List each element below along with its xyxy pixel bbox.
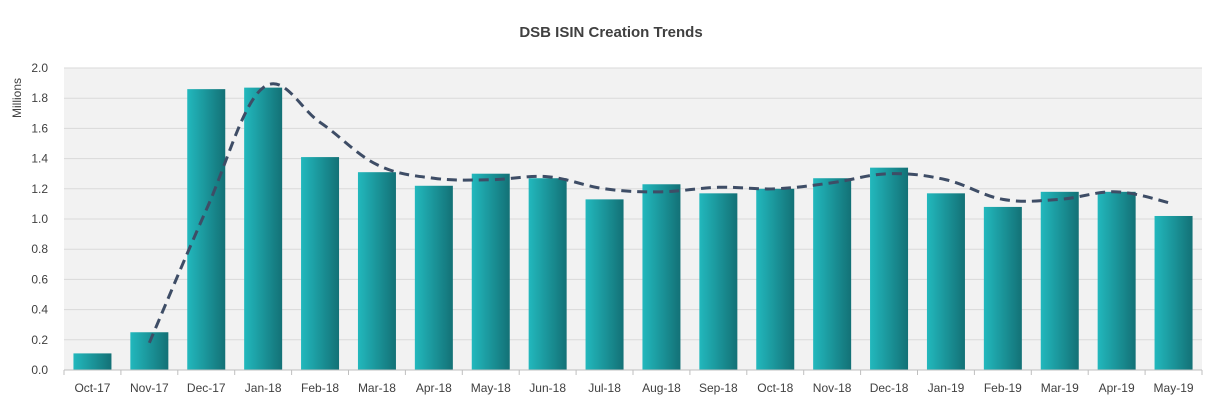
y-tick-label: 0.6 — [31, 272, 48, 286]
x-tick-label: Oct-17 — [74, 381, 110, 395]
y-tick-label: 0.4 — [31, 303, 48, 317]
bar-jan-18 — [244, 87, 283, 370]
x-axis-ticks: Oct-17 Nov-17 Dec-17 Jan-18 Feb-18 Mar-18 Apr-… — [63, 370, 1203, 395]
y-tick-label: 1.4 — [31, 152, 48, 166]
y-tick-label: 0.2 — [31, 333, 48, 347]
y-tick-label: 1.2 — [31, 182, 48, 196]
y-tick-label: 0.8 — [31, 242, 48, 256]
x-tick-label: May-18 — [471, 381, 511, 395]
trend-line — [147, 82, 1174, 344]
x-tick-label: May-19 — [1154, 381, 1194, 395]
x-tick-label: Sep-18 — [699, 381, 738, 395]
bar-oct-18 — [756, 188, 795, 370]
x-tick-label: Apr-19 — [1099, 381, 1135, 395]
chart-title: DSB ISIN Creation Trends — [519, 24, 703, 41]
x-tick-label: Aug-18 — [642, 381, 681, 395]
bar-mar-18 — [357, 172, 396, 370]
x-tick-label: Nov-17 — [130, 381, 169, 395]
x-tick-label: Nov-18 — [813, 381, 852, 395]
bar-oct-17 — [73, 353, 112, 370]
x-tick-label: Jan-19 — [928, 381, 965, 395]
bar-nov-18 — [813, 178, 852, 370]
bar-may-19 — [1154, 215, 1193, 370]
bar-jul-18 — [585, 199, 624, 370]
bar-nov-17 — [130, 332, 169, 370]
y-tick-label: 1.8 — [31, 91, 48, 105]
bar-sep-18 — [699, 193, 738, 370]
x-tick-label: Feb-18 — [301, 381, 339, 395]
y-tick-label: 1.0 — [31, 212, 48, 226]
bar-jun-18 — [528, 178, 567, 370]
bar-aug-18 — [642, 184, 681, 370]
x-tick-label: Mar-19 — [1041, 381, 1079, 395]
x-tick-label: Mar-18 — [358, 381, 396, 395]
bar-apr-19 — [1097, 191, 1136, 370]
bar-series — [73, 87, 1193, 370]
x-tick-label: Dec-18 — [870, 381, 909, 395]
bar-feb-19 — [983, 206, 1022, 370]
bar-dec-17 — [187, 89, 226, 370]
x-tick-label: Oct-18 — [757, 381, 793, 395]
y-tick-label: 2.0 — [31, 61, 48, 75]
x-tick-label: Dec-17 — [187, 381, 226, 395]
y-axis-ticks: 0.0 0.2 0.4 0.6 0.8 1.0 1.2 1.4 1.6 1.8 2.0 — [31, 61, 48, 377]
x-tick-label: Jul-18 — [588, 381, 621, 395]
bar-may-18 — [471, 173, 510, 370]
bar-apr-18 — [414, 185, 453, 370]
y-tick-label: 1.6 — [31, 121, 48, 135]
bar-dec-18 — [870, 167, 909, 370]
x-tick-label: Feb-19 — [984, 381, 1022, 395]
bar-mar-19 — [1040, 191, 1079, 370]
y-tick-label: 0.0 — [31, 363, 48, 377]
x-tick-label: Jan-18 — [245, 381, 282, 395]
trend-line-series — [147, 82, 1174, 344]
bar-feb-18 — [301, 157, 340, 370]
x-tick-label: Jun-18 — [529, 381, 566, 395]
bar-jan-19 — [926, 193, 965, 370]
x-tick-label: Apr-18 — [416, 381, 452, 395]
